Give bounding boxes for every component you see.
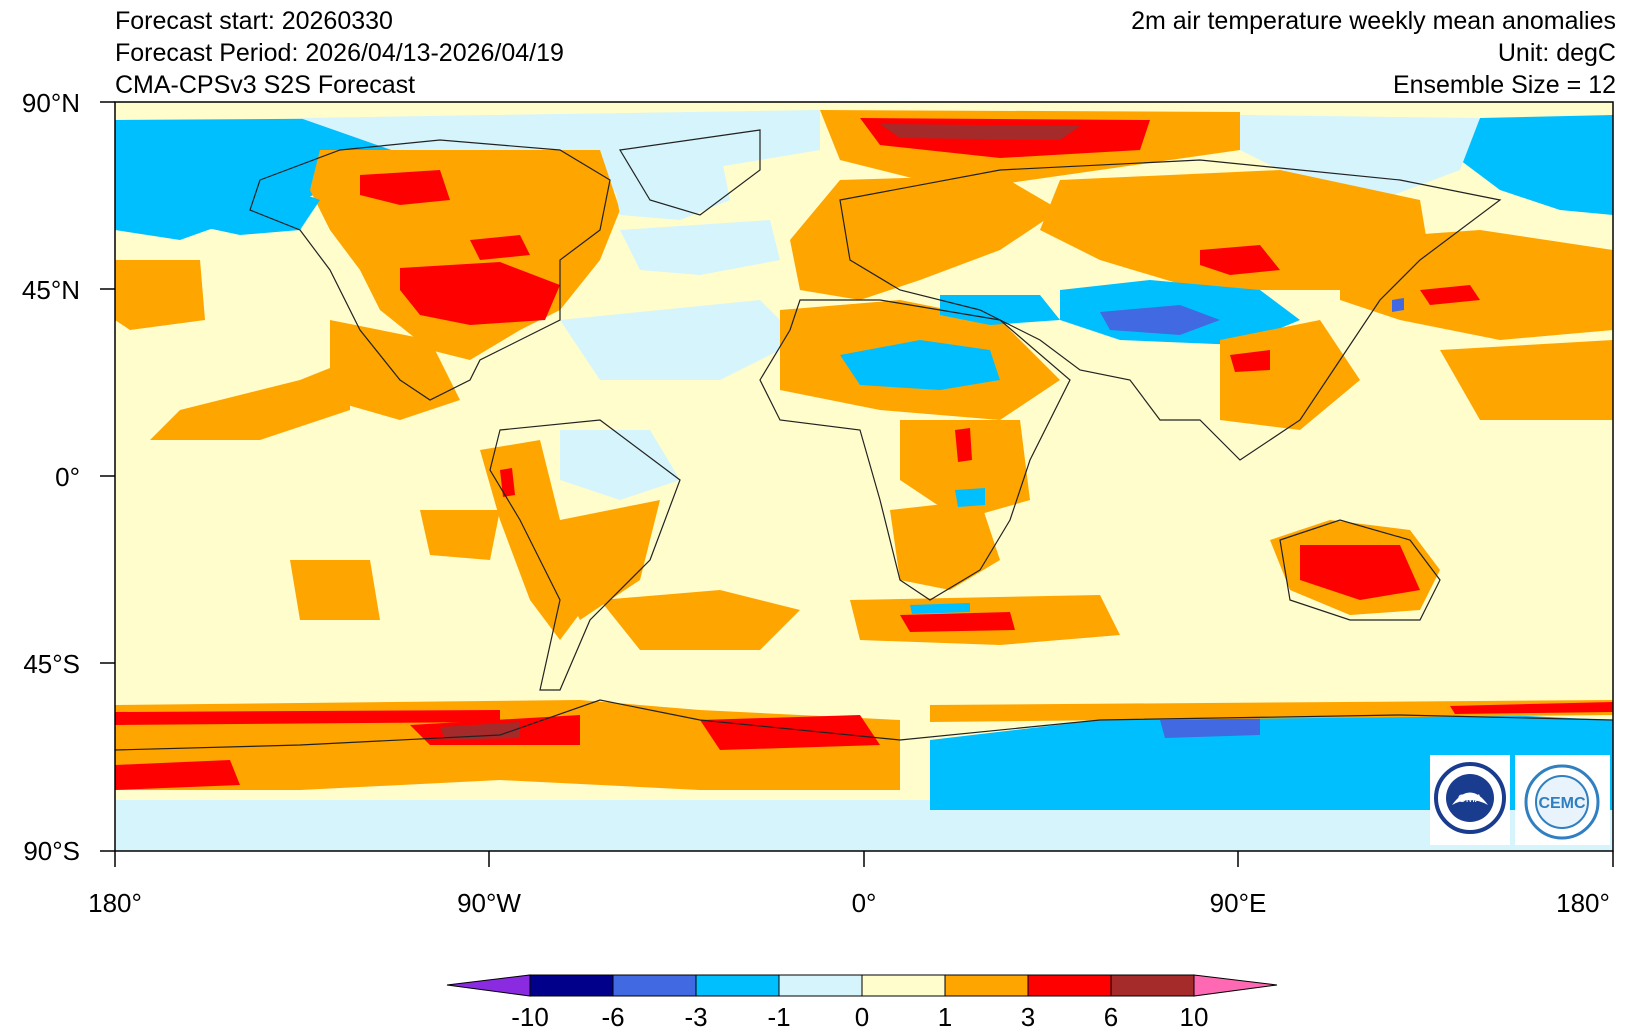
japan-warm: [1340, 230, 1613, 340]
lat-label-90n: 90°N: [21, 88, 80, 118]
north-pacific-warm: [115, 260, 205, 330]
canada-hot: [360, 170, 450, 205]
antarctic-light-cold-east: [930, 810, 1613, 851]
us-hot-core: [400, 262, 560, 325]
cemc-logo-text: CEMC: [1538, 795, 1586, 812]
china-hot: [1230, 350, 1270, 372]
siberia-hot: [1200, 245, 1280, 275]
amazon-light-cold: [560, 430, 680, 500]
lon-label-90w: 90°W: [457, 888, 521, 918]
lon-label-90e: 90°E: [1209, 888, 1267, 918]
antarctic-hot-edge: [1450, 702, 1613, 714]
colorbar-bin: [695, 974, 780, 997]
coast-antarctica: [115, 699, 1613, 751]
cma-logo: CMA: [1430, 755, 1510, 845]
japan-hot: [1420, 285, 1480, 305]
lat-ticks: [100, 101, 115, 852]
ensemble-size-text: Ensemble Size = 12: [1392, 71, 1616, 99]
coast-north-america: [249, 139, 611, 401]
colorbar-label: -3: [684, 1002, 708, 1032]
mediterranean-cold: [940, 295, 1060, 325]
antarctic-hot-east: [700, 715, 880, 750]
arctic-very-hot: [880, 124, 1080, 140]
southern-africa-warm: [890, 500, 1000, 590]
colorbar: [446, 974, 1278, 997]
colorbar-label: 6: [1103, 1002, 1119, 1032]
antarctic-light-cold: [115, 800, 930, 851]
atlantic-light-cold: [560, 300, 800, 380]
north-atlantic-light-cold: [620, 220, 780, 275]
south-pacific-warm: [290, 560, 380, 620]
south-atlantic-warm: [600, 590, 800, 650]
colorbar-bin: [612, 974, 697, 997]
coastlines: [115, 129, 1613, 751]
lon-label-0: 0°: [851, 888, 877, 918]
colorbar-label: -1: [767, 1002, 791, 1032]
andes-hot: [500, 468, 515, 497]
model-name-text: CMA-CPSv3 S2S Forecast: [115, 71, 416, 99]
colorbar-bin: [861, 974, 946, 997]
australia-hot: [1300, 545, 1420, 600]
china-warm: [1220, 320, 1360, 430]
southern-ocean-hot: [900, 612, 1015, 632]
antarctic-hot-band: [115, 710, 500, 725]
forecast-period-text: Forecast Period: 2026/04/13-2026/04/19: [115, 39, 564, 67]
colorbar-low-arrow: [446, 974, 531, 997]
colorbar-label: 3: [1020, 1002, 1036, 1032]
greenland-light-cold: [610, 150, 730, 220]
colorbar-label: 0: [854, 1002, 870, 1032]
colorbar-bin: [778, 974, 863, 997]
pacific-warm-band: [150, 360, 350, 440]
coast-australia: [1279, 519, 1441, 621]
mexico-warm: [330, 320, 460, 420]
colorbar-label: 1: [937, 1002, 953, 1032]
lat-label-0: 0°: [55, 462, 80, 492]
cma-logo-text: CMA: [1458, 793, 1483, 805]
lat-label-90s: 90°S: [23, 836, 80, 866]
colorbar-bin: [1027, 974, 1112, 997]
colorbar-label: -10: [511, 1002, 549, 1032]
siberia-warm: [1040, 170, 1430, 290]
coast-south-america: [489, 419, 681, 691]
lat-label-45n: 45°N: [21, 275, 80, 305]
kuroshio-very-cold: [1392, 298, 1404, 312]
coast-europe-africa: [759, 299, 1071, 601]
east-africa-hot: [955, 428, 972, 462]
europe-warm: [790, 175, 1060, 300]
colorbar-high-arrow: [1193, 974, 1278, 997]
south-america-warm: [560, 500, 660, 620]
colorbar-label: 10: [1179, 1002, 1209, 1032]
lon-ticks: [114, 851, 1614, 867]
chart-title: 2m air temperature weekly mean anomalies: [1131, 7, 1616, 35]
east-siberia-cold: [1460, 115, 1613, 215]
tibet-very-cold: [1100, 305, 1220, 335]
colorbar-bin: [529, 974, 614, 997]
cemc-logo: CEMC: [1515, 755, 1610, 845]
lat-label-45s: 45°S: [23, 649, 80, 679]
central-africa-warm: [900, 420, 1030, 520]
east-africa-cold: [955, 488, 985, 507]
lon-label-180w: 180°: [88, 888, 142, 918]
canada-hot-2: [470, 235, 530, 260]
sahara-cold: [840, 340, 1000, 390]
lon-label-180e: 180°: [1556, 888, 1610, 918]
colorbar-bin: [1110, 974, 1195, 997]
forecast-start-text: Forecast start: 20260330: [115, 7, 393, 35]
unit-text: Unit: degC: [1497, 39, 1616, 67]
anomaly-field: [115, 102, 1613, 851]
east-antarctic-very-cold: [1160, 718, 1260, 738]
ross-sea-hot: [115, 760, 240, 790]
colorbar-bin: [944, 974, 1029, 997]
south-pacific-warm-2: [420, 510, 500, 560]
coast-eurasia: [839, 159, 1502, 461]
colorbar-label: -6: [601, 1002, 625, 1032]
southern-ocean-cold-streak: [910, 603, 970, 614]
west-pacific-warm: [1440, 340, 1613, 420]
coast-greenland: [619, 129, 761, 216]
